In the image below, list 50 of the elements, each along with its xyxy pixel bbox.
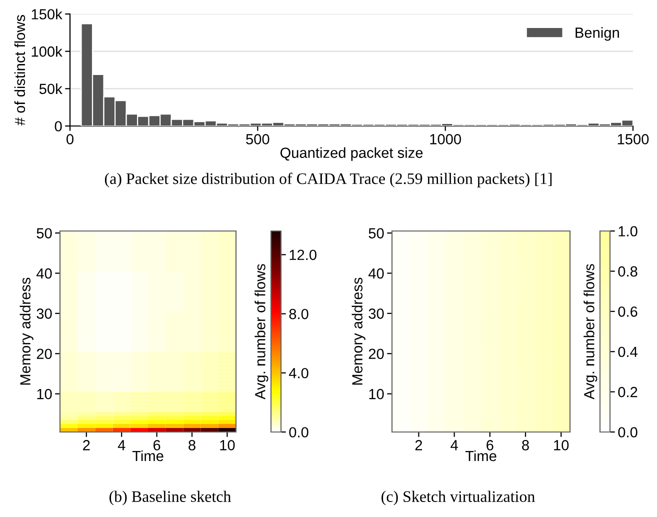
color-bar-label: 1.0 (618, 226, 638, 236)
x-tick-label: 6 (486, 440, 494, 450)
color-bar-label: 8.0 (289, 308, 308, 320)
x-tick-label: 8 (188, 440, 196, 450)
x-tick-label: 500 (246, 134, 270, 144)
y-tick-label: 150k (32, 8, 62, 20)
x-tick-label: 2 (83, 440, 90, 450)
y-axis-title: Memory address (20, 278, 34, 385)
x-tick-label: 10 (554, 440, 569, 450)
x-tick-label: 6 (153, 440, 160, 450)
x-tick-label: 10 (220, 440, 235, 450)
y-tick-label: 100k (32, 46, 62, 57)
y-tick-label: 50 (36, 228, 52, 238)
x-tick-label: 0 (66, 134, 74, 144)
color-bar-label: 0.4 (618, 346, 638, 358)
color-bar-title: Avg. number of flows (584, 264, 598, 400)
y-tick-label: 50k (39, 83, 62, 94)
color-bar-label: 0.0 (618, 427, 638, 438)
y-tick-label: 50 (368, 228, 384, 238)
legend-label: Benign (576, 27, 619, 41)
y-tick-label: 10 (369, 388, 384, 400)
text: (b) Baseline sketch (109, 490, 231, 506)
x-tick-label: 2 (415, 440, 422, 450)
y-tick-label: 40 (368, 268, 384, 279)
y-tick-label: 10 (37, 388, 52, 400)
color-bar-title: Avg. number of flows (254, 264, 268, 400)
color-bar-label: 0.6 (618, 306, 638, 317)
x-tick-label: 4 (118, 440, 126, 450)
y-tick-label: 30 (368, 308, 384, 319)
y-tick-label: 40 (36, 268, 52, 279)
y-tick-label: 20 (368, 348, 384, 360)
x-axis-title: Time (465, 450, 496, 462)
x-tick-label: 1000 (430, 134, 461, 144)
color-bar-label: 0.2 (618, 386, 638, 398)
x-axis-title: Time (132, 450, 164, 462)
x-tick-label: 4 (450, 440, 458, 450)
x-tick-label: 8 (522, 440, 529, 450)
x-tick-label: 1500 (618, 134, 649, 144)
y-tick-label: 20 (36, 348, 52, 360)
color-bar-label: 4.0 (288, 368, 308, 378)
y-tick-label: 30 (36, 308, 52, 319)
y-axis-title: Memory address (352, 278, 366, 385)
color-bar-label: 12.0 (290, 250, 316, 260)
color-bar-label: 0.0 (289, 427, 308, 438)
text: (a) Packet size distribution of CAIDA Trace (2.59 million packets) [1] (104, 172, 552, 188)
text: (c) Sketch virtualization (382, 490, 535, 506)
x-axis-title: Quantized packet size (280, 147, 423, 161)
y-axis-title: # of distinct flows (14, 15, 26, 126)
y-tick-label: 0 (54, 121, 62, 132)
color-bar-label: 0.8 (618, 266, 638, 277)
